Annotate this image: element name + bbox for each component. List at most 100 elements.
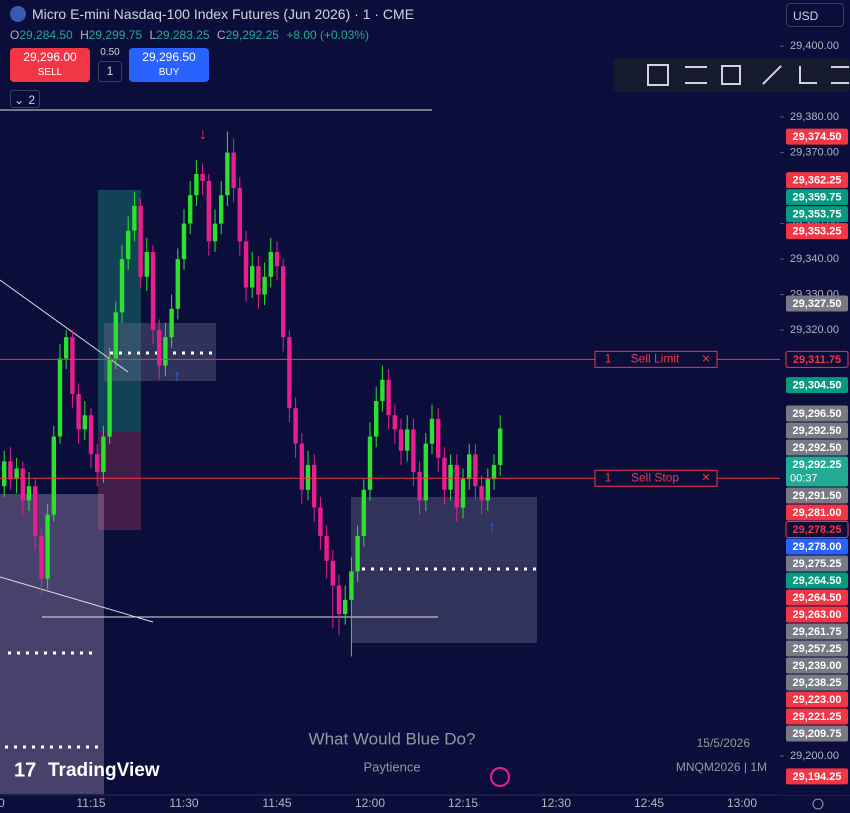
sell-button[interactable]: 29,296.00 SELL — [10, 48, 90, 82]
candle-body — [479, 486, 484, 501]
candle-body — [417, 472, 422, 501]
price-badge: 29,353.75 — [786, 206, 848, 223]
settings-icon[interactable] — [812, 798, 824, 810]
badge-bg — [786, 377, 848, 394]
candle-body — [138, 205, 143, 277]
candle-body — [119, 259, 125, 313]
badge-bg — [786, 555, 848, 572]
badge-bg — [785, 350, 849, 368]
order-cancel[interactable]: ✕ — [701, 353, 710, 365]
badge-label: 29,311.75 — [793, 354, 841, 366]
candle-body — [163, 337, 168, 366]
badge-label: 29,223.00 — [793, 694, 842, 706]
price-badge: 29,275.25 — [786, 555, 848, 572]
order-label: 1 Sell Stop ✕ — [594, 469, 718, 487]
buy-button[interactable]: 29,296.50 BUY — [129, 48, 209, 82]
tool[interactable] — [762, 65, 782, 85]
badge-bg — [786, 422, 848, 439]
arrow-down: ↓ — [199, 126, 207, 143]
x-tick-label: 12:45 — [634, 796, 664, 810]
candle-body — [324, 535, 329, 561]
candle-body — [2, 461, 7, 487]
candle-body — [448, 464, 453, 490]
candle-body — [243, 241, 249, 288]
x-tick-label: 12:15 — [448, 796, 478, 810]
value: 29,284.50 — [19, 28, 73, 42]
candle-body — [355, 535, 360, 572]
candle-body — [485, 479, 490, 501]
badge-label: 29,296.50 — [793, 408, 842, 420]
price-badge: 29,238.25 — [786, 674, 848, 691]
tool[interactable] — [831, 66, 849, 84]
candle-body — [82, 415, 87, 430]
candle-body — [460, 479, 466, 508]
order-qty: 1 — [605, 470, 612, 484]
badge-bg — [786, 768, 848, 785]
price-badge: 29,223.00 — [786, 691, 848, 708]
price-badge: 29,264.50 — [786, 572, 848, 589]
badge-label: 29,281.00 — [793, 507, 842, 519]
tool[interactable] — [647, 64, 669, 86]
candle-body — [33, 486, 38, 536]
candle-body — [256, 266, 261, 295]
currency[interactable]: USD — [786, 3, 844, 27]
candle-body — [262, 276, 267, 295]
badge-bg — [785, 520, 849, 538]
order-type: Sell Stop — [631, 470, 679, 484]
watermark-date: 15/5/2026 — [697, 736, 751, 750]
price-badge: 29,296.50 — [786, 405, 848, 422]
order-cancel[interactable]: ✕ — [701, 472, 710, 484]
candle-body — [398, 429, 404, 451]
candle-body — [281, 266, 286, 338]
badge-label: 29,238.25 — [793, 677, 842, 689]
badge-bg — [786, 640, 848, 657]
candle-body — [107, 358, 112, 437]
candle-body — [429, 418, 435, 444]
order-box — [594, 469, 718, 487]
tool[interactable] — [685, 66, 707, 84]
candle-body — [287, 337, 292, 409]
badge-bg — [786, 657, 848, 674]
badge-label: 29,209.75 — [793, 728, 842, 740]
indicators-toggle[interactable]: ⌄ 2 — [10, 90, 40, 108]
badge-bg — [786, 128, 848, 145]
candle-body — [367, 436, 373, 490]
candle-body — [237, 188, 242, 242]
value: 29,283.25 — [156, 28, 210, 42]
price: 29,296.00 — [23, 50, 77, 64]
y-tick-label: 29,320.00 — [790, 324, 839, 336]
candle-body — [212, 223, 218, 242]
price-badge: 29,281.00 — [786, 504, 848, 521]
candle-body — [188, 195, 193, 224]
candle-body — [57, 358, 63, 437]
price-badge: 29,291.50 — [786, 487, 848, 504]
arrow-up: ↑ — [173, 368, 181, 385]
x-tick-label: 13:00 — [727, 796, 757, 810]
candle-body — [293, 408, 298, 444]
value: 29,292.25 — [225, 28, 279, 42]
badge-label: 29,263.00 — [793, 609, 842, 621]
trend-line — [0, 279, 129, 373]
y-tick-label: 29,380.00 — [790, 111, 839, 123]
badge-bg — [786, 708, 848, 725]
flag — [10, 6, 26, 22]
price-badge: 29,278.25 — [785, 520, 849, 538]
tool[interactable] — [799, 66, 817, 84]
candle-body — [20, 468, 25, 501]
qty[interactable]: 1 — [98, 61, 122, 82]
price-badge: 29,278.00 — [786, 538, 848, 555]
badge-label: 29,304.50 — [793, 379, 842, 391]
candle-body — [299, 443, 304, 490]
price: 29,296.50 — [142, 50, 196, 64]
candle-body — [157, 330, 162, 366]
candle-body — [88, 415, 94, 455]
candle-body — [454, 464, 459, 508]
candle-body — [411, 429, 416, 473]
price-badge: 29,359.75 — [786, 189, 848, 206]
candle-body — [95, 454, 100, 473]
badge-label: 29,353.25 — [793, 226, 842, 238]
candle-body — [336, 585, 342, 614]
tool[interactable] — [721, 65, 741, 85]
candle-body — [467, 454, 472, 480]
